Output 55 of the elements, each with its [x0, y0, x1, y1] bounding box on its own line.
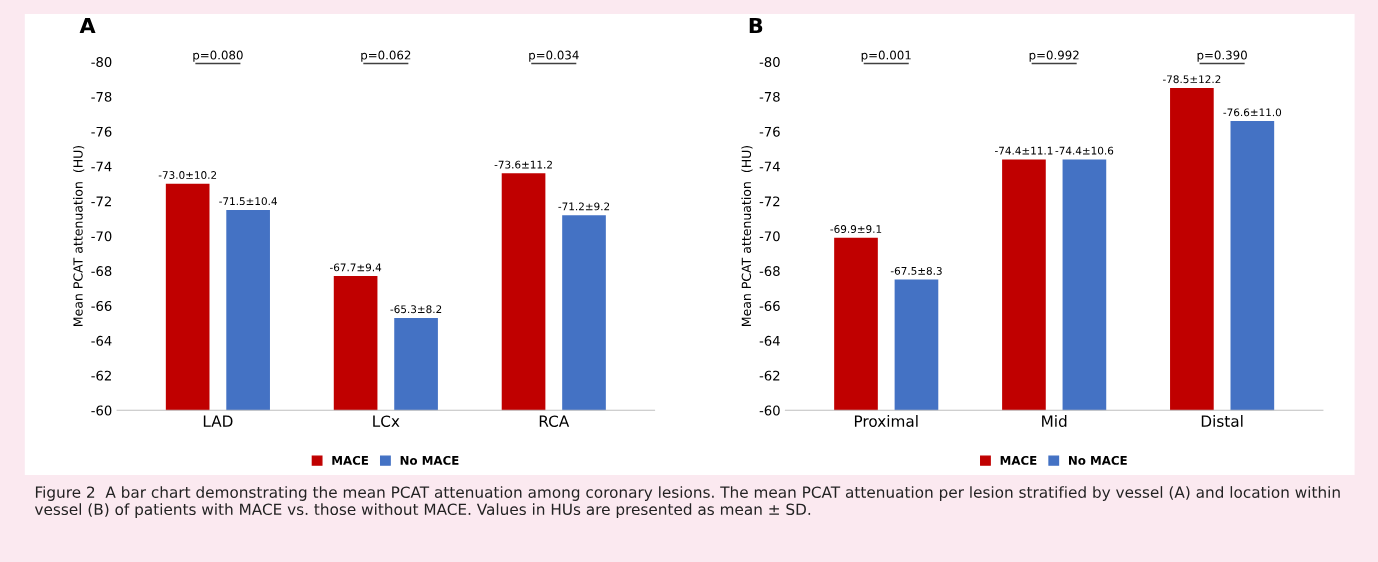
text: p=0.034: [529, 50, 579, 62]
y-tick-label: -66: [759, 300, 780, 311]
data-label: -78.5±12.2: [1162, 75, 1221, 84]
y-tick-label: -70: [91, 231, 112, 242]
data-label: -74.4±10.6: [1055, 146, 1114, 155]
y-tick-label: -62: [91, 370, 111, 381]
x-tick-label: Distal: [1201, 415, 1243, 427]
y-tick-label: -74: [91, 161, 112, 172]
y-tick-label: -60: [91, 405, 112, 416]
y-tick-label: -80: [759, 57, 780, 68]
y-tick-label: -72: [91, 196, 111, 207]
data-label: -74.4±11.1: [995, 146, 1053, 155]
chart-title: A: [79, 17, 96, 34]
y-tick-label: -78: [91, 91, 112, 102]
data-label: -67.5±8.3: [890, 266, 942, 275]
text: p=0.390: [1197, 50, 1247, 62]
legend-label: MACE: [332, 455, 369, 465]
caption: Figure 2 A bar chart demonstrating the mean PCAT attenuation among coronary lesions. The mean PCAT attenuation per lesion stratified by vessel (A) and location within vessel (B) of patients with MACE vs. those without MACE. Values in HUs are presented as mean ± SD.: [34, 486, 1340, 519]
y-tick-label: -64: [91, 335, 112, 346]
legend-label: No MACE: [400, 455, 459, 465]
y-tick-label: -62: [759, 370, 780, 381]
data-label: -69.9±9.1: [830, 225, 882, 233]
data-label: -73.0±10.2: [158, 171, 217, 179]
x-tick-label: LAD: [203, 415, 233, 427]
x-tick-label: LCx: [373, 415, 400, 427]
text: p=0.080: [193, 50, 243, 62]
x-tick-label: RCA: [539, 415, 570, 427]
data-label: -71.5±10.4: [219, 197, 277, 206]
y-axis-title: Mean PCAT attenuation (HU): [741, 145, 753, 326]
chart-title: B: [749, 17, 763, 34]
data-label: -76.6±11.0: [1223, 108, 1282, 117]
data-label: -65.3±8.2: [390, 305, 442, 314]
text: p=0.992: [1029, 50, 1079, 62]
text: p=0.062: [361, 50, 411, 62]
y-tick-label: -74: [759, 161, 780, 172]
data-label: -71.2±9.2: [558, 202, 610, 211]
text: p=0.001: [861, 50, 911, 62]
legend-label: No MACE: [1069, 455, 1127, 465]
y-tick-label: -80: [91, 57, 112, 68]
y-tick-label: -60: [759, 405, 780, 416]
y-tick-label: -76: [759, 126, 780, 137]
y-axis-title: Mean PCAT attenuation (HU): [73, 145, 85, 326]
y-tick-label: -76: [91, 126, 112, 137]
y-tick-label: -78: [759, 91, 780, 102]
data-label: -67.7±9.4: [330, 263, 382, 272]
y-tick-label: -70: [759, 231, 780, 242]
x-tick-label: Mid: [1042, 415, 1067, 427]
legend-label: MACE: [1000, 455, 1037, 465]
y-tick-label: -64: [759, 335, 780, 346]
x-tick-label: Proximal: [854, 415, 918, 427]
y-tick-label: -72: [759, 196, 780, 207]
y-tick-label: -68: [759, 266, 780, 277]
data-label: -73.6±11.2: [494, 160, 552, 169]
y-tick-label: -68: [91, 266, 112, 277]
y-tick-label: -66: [91, 300, 112, 311]
